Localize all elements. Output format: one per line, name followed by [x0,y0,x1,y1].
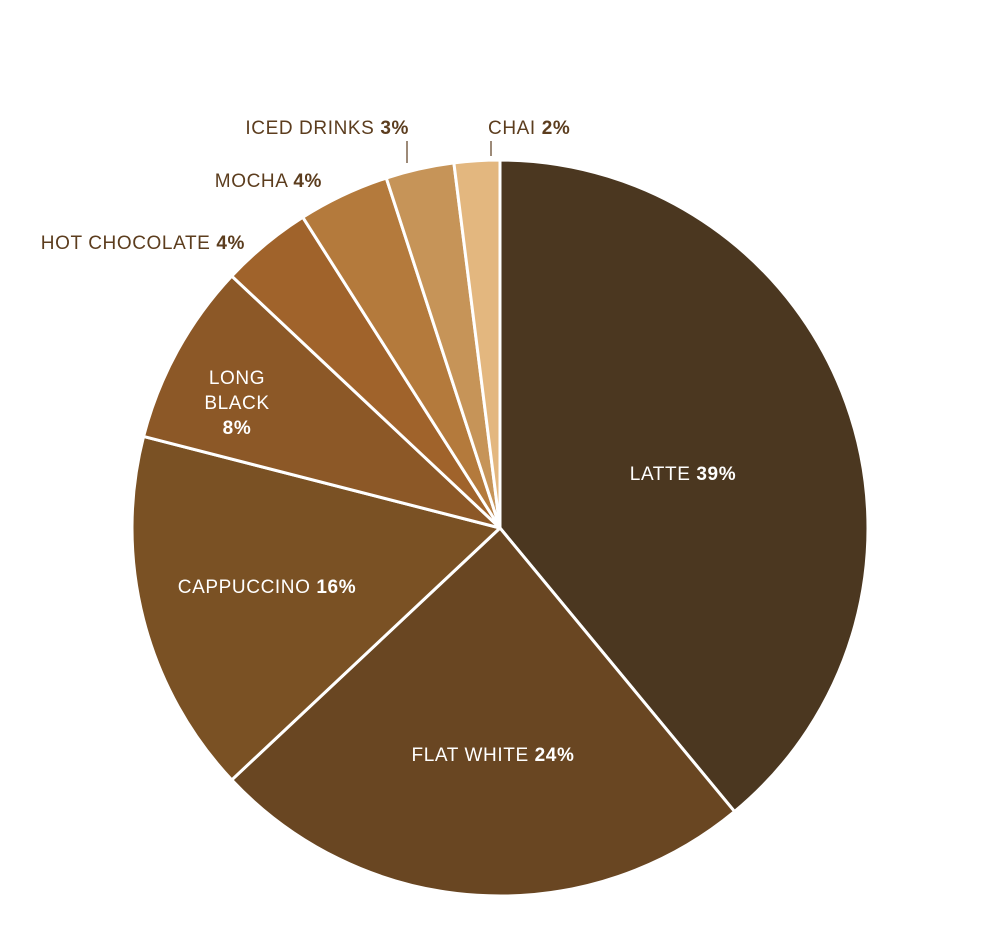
slice-label-long-black: LONG BLACK 8% [204,368,269,439]
pie-slice-latte [498,158,870,814]
leader-lines [406,141,492,163]
pie-slice-chai [452,158,502,530]
pie-slice-cappuccino [130,434,502,782]
slice-label-flat-white: FLAT WHITE 24% [412,745,575,766]
slice-label-mocha: MOCHA 4% [215,171,322,192]
slice-label-cappuccino: CAPPUCCINO 16% [178,577,356,598]
slice-label-latte: LATTE 39% [630,464,736,485]
pie-slice-long-black [142,274,502,530]
pie-slices [130,158,870,898]
slice-label-chai: CHAI 2% [488,118,570,139]
slice-label-iced-drinks: ICED DRINKS 3% [245,118,409,139]
slice-label-hot-chocolate: HOT CHOCOLATE 4% [41,233,245,254]
pie-slice-flat-white [230,526,737,898]
slice-labels: LATTE 39% FLAT WHITE 24% CAPPUCCINO 16% LON… [41,118,736,766]
